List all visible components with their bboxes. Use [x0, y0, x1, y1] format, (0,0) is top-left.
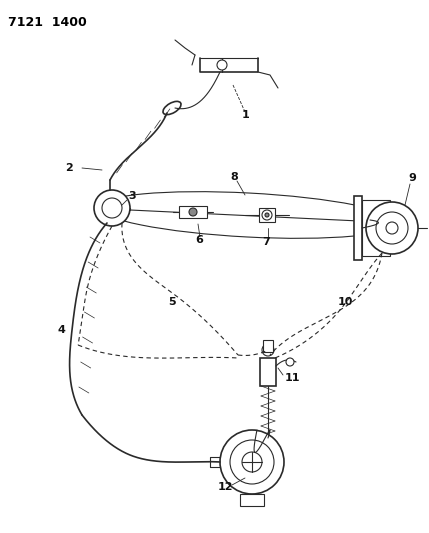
FancyBboxPatch shape	[259, 208, 275, 222]
Circle shape	[230, 440, 274, 484]
Circle shape	[189, 208, 197, 216]
Circle shape	[286, 358, 294, 366]
FancyBboxPatch shape	[263, 340, 273, 352]
Circle shape	[94, 190, 130, 226]
Circle shape	[220, 430, 284, 494]
Circle shape	[366, 202, 418, 254]
Circle shape	[262, 210, 272, 220]
Text: 9: 9	[408, 173, 416, 183]
Circle shape	[262, 344, 274, 356]
Text: 3: 3	[128, 191, 136, 201]
Text: 7: 7	[262, 237, 270, 247]
Circle shape	[217, 60, 227, 70]
Text: 5: 5	[168, 297, 175, 307]
FancyBboxPatch shape	[179, 206, 207, 218]
Text: 6: 6	[195, 235, 203, 245]
FancyBboxPatch shape	[354, 196, 362, 260]
Text: 7121  1400: 7121 1400	[8, 16, 87, 29]
Text: 10: 10	[338, 297, 353, 307]
Circle shape	[376, 212, 408, 244]
Text: 11: 11	[285, 373, 300, 383]
Circle shape	[386, 222, 398, 234]
Circle shape	[242, 452, 262, 472]
FancyBboxPatch shape	[260, 358, 276, 386]
Ellipse shape	[163, 101, 181, 115]
Circle shape	[102, 198, 122, 218]
Circle shape	[265, 213, 269, 217]
Ellipse shape	[98, 192, 398, 238]
Text: 8: 8	[230, 172, 238, 182]
FancyBboxPatch shape	[362, 200, 390, 256]
Text: 4: 4	[58, 325, 66, 335]
Text: 12: 12	[218, 482, 233, 492]
FancyBboxPatch shape	[240, 494, 264, 506]
Text: 2: 2	[65, 163, 73, 173]
Text: 1: 1	[242, 110, 250, 120]
